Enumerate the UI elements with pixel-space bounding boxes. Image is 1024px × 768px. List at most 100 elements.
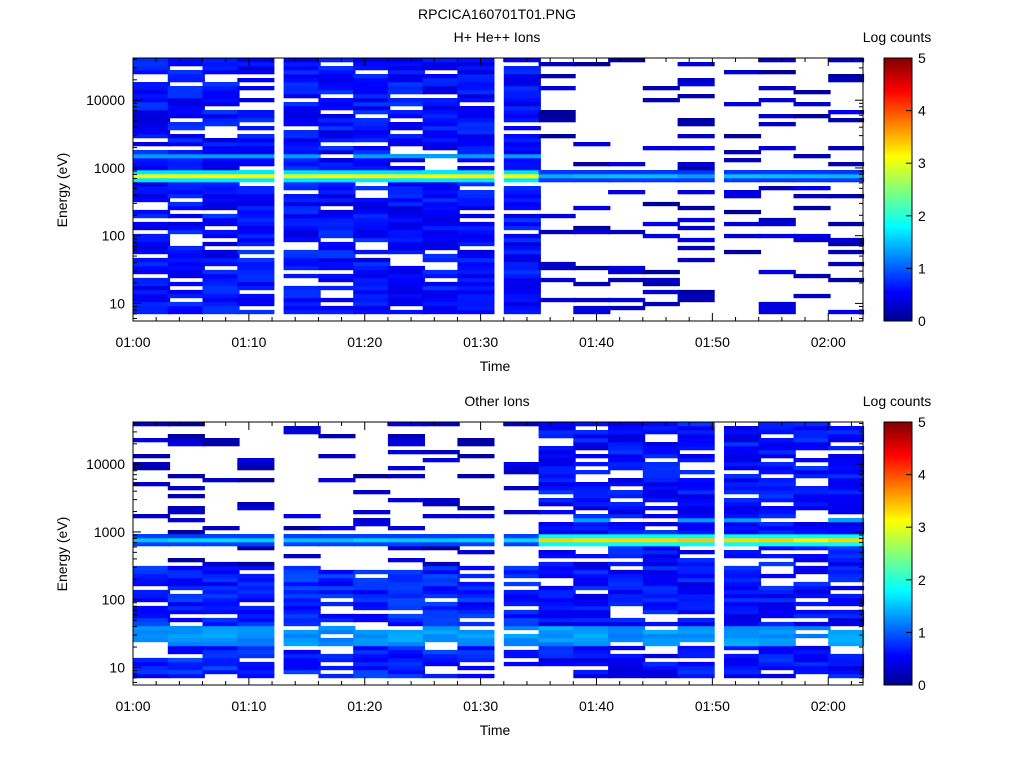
heatmap-cell [538,502,576,507]
heatmap-cell [828,170,865,175]
heatmap-cell [642,506,680,511]
heatmap-cell [573,565,611,571]
heatmap-cell [237,565,275,571]
heatmap-cell [677,573,715,579]
heatmap-cell [538,490,576,495]
heatmap-cell [237,458,275,463]
heatmap-cell [167,309,205,315]
heatmap-cell [237,146,275,151]
heatmap-cell [677,454,715,459]
heatmap-cell [387,474,425,479]
heatmap-cell [828,669,865,675]
heatmap-cell [387,110,425,115]
heatmap-cell [133,90,171,95]
heatmap-cell [167,70,205,75]
heatmap-cell [457,289,495,295]
heatmap-cell [793,273,831,279]
heatmap-cell [758,186,796,191]
heatmap-cell [283,194,321,199]
heatmap-cell [642,221,680,227]
heatmap-cell [167,269,205,275]
heatmap-cell [538,617,576,623]
heatmap-cell [133,482,171,487]
heatmap-cell [202,442,240,447]
heatmap-cell [457,182,495,187]
heatmap-cell [538,585,576,591]
heatmap-cell [353,309,391,315]
heatmap-cell [133,241,171,247]
heatmap-cell [642,542,680,547]
heatmap-cell [353,201,391,207]
heatmap-cell [167,649,205,655]
heatmap-cell [457,58,495,63]
heatmap-cell [793,490,831,495]
heatmap-cell [758,625,796,631]
heatmap-cell [237,466,275,471]
heatmap-cell [387,174,425,179]
heatmap-cell [828,558,865,563]
heatmap-cell [167,126,205,131]
heatmap-cell [353,629,391,635]
heatmap-cell [538,213,576,219]
heatmap-cell [167,245,205,251]
heatmap-cell [573,462,611,467]
heatmap-cell [608,178,646,183]
heatmap-cell [353,86,391,91]
heatmap-cell [758,526,796,531]
heatmap-cell [724,174,762,179]
heatmap-cell [503,534,541,539]
heatmap-cell [237,114,275,119]
heatmap-cell [283,265,321,271]
heatmap-cell [237,301,275,307]
heatmap-cell [758,538,796,543]
heatmap-cell [353,581,391,587]
heatmap-cell [724,221,762,227]
heatmap-cell [133,170,171,175]
heatmap-cell [387,633,425,639]
heatmap-cell [538,601,576,607]
heatmap-cell [387,621,425,627]
heatmap-cell [237,150,275,155]
heatmap-cell [283,297,321,303]
heatmap-cell [457,205,495,211]
heatmap-cell [353,94,391,99]
heatmap-cell [237,534,275,539]
heatmap-cell [457,581,495,587]
heatmap-cell [457,261,495,267]
heatmap-cell [202,261,240,267]
heatmap-cell [828,174,865,179]
heatmap-cell [237,233,275,239]
colorbar-tick-label: 5 [918,50,926,66]
heatmap-cell [133,297,171,303]
heatmap-cell [573,442,611,447]
heatmap-cell [573,178,611,183]
heatmap-cell [573,641,611,647]
heatmap-cell [642,277,680,283]
heatmap-cell [758,673,796,679]
heatmap-cell [642,474,680,479]
heatmap-cell [503,142,541,147]
heatmap-cell [677,577,715,583]
heatmap-cell [318,78,356,83]
heatmap-cell [538,526,576,531]
heatmap-cell [457,585,495,591]
heatmap-cell [538,573,576,579]
heatmap-cell [387,538,425,543]
heatmap-cell [283,170,321,175]
heatmap-cell [724,665,762,671]
heatmap-cell [387,450,425,455]
heatmap-cell [573,482,611,487]
heatmap-cell [677,625,715,631]
heatmap-cell [573,653,611,659]
heatmap-cell [422,225,460,231]
heatmap-cell [167,86,205,91]
heatmap-cell [237,669,275,675]
heatmap-cell [677,649,715,655]
heatmap-cell [283,201,321,207]
x-tick-label: 02:00 [811,334,846,350]
heatmap-cell [457,506,495,511]
heatmap-cell [758,601,796,607]
heatmap-cell [724,150,762,155]
heatmap-cell [828,74,865,79]
heatmap-cell [353,78,391,83]
